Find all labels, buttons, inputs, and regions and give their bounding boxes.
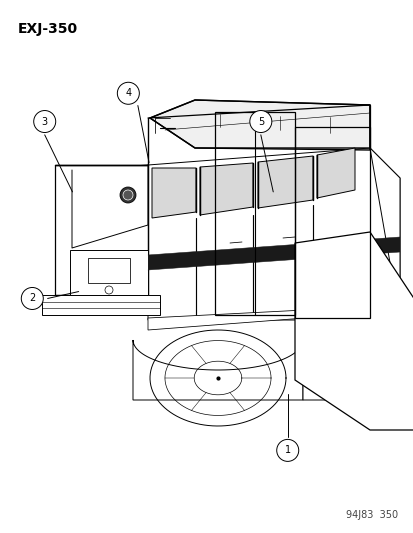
Polygon shape — [294, 232, 413, 430]
Polygon shape — [152, 168, 195, 218]
Circle shape — [120, 187, 136, 203]
Polygon shape — [316, 148, 354, 198]
Text: EXJ-350: EXJ-350 — [18, 22, 78, 36]
Text: 3: 3 — [42, 117, 47, 126]
Polygon shape — [147, 237, 399, 270]
Circle shape — [276, 439, 298, 462]
Text: 4: 4 — [125, 88, 131, 98]
Circle shape — [249, 110, 271, 133]
Polygon shape — [88, 258, 130, 283]
Polygon shape — [42, 295, 159, 315]
Text: 5: 5 — [257, 117, 263, 126]
Circle shape — [33, 110, 56, 133]
Text: 2: 2 — [29, 294, 36, 303]
Polygon shape — [133, 340, 302, 400]
Polygon shape — [302, 328, 406, 400]
Polygon shape — [55, 165, 147, 295]
Text: 94J83  350: 94J83 350 — [345, 510, 397, 520]
Polygon shape — [150, 100, 369, 148]
Polygon shape — [70, 250, 147, 295]
Circle shape — [117, 82, 139, 104]
Polygon shape — [147, 148, 399, 320]
Polygon shape — [257, 156, 312, 208]
Polygon shape — [72, 165, 147, 248]
Circle shape — [21, 287, 43, 310]
Polygon shape — [369, 148, 399, 390]
Text: 1: 1 — [284, 446, 290, 455]
Circle shape — [105, 286, 113, 294]
Polygon shape — [199, 163, 252, 215]
Circle shape — [123, 190, 133, 200]
Polygon shape — [147, 310, 304, 330]
